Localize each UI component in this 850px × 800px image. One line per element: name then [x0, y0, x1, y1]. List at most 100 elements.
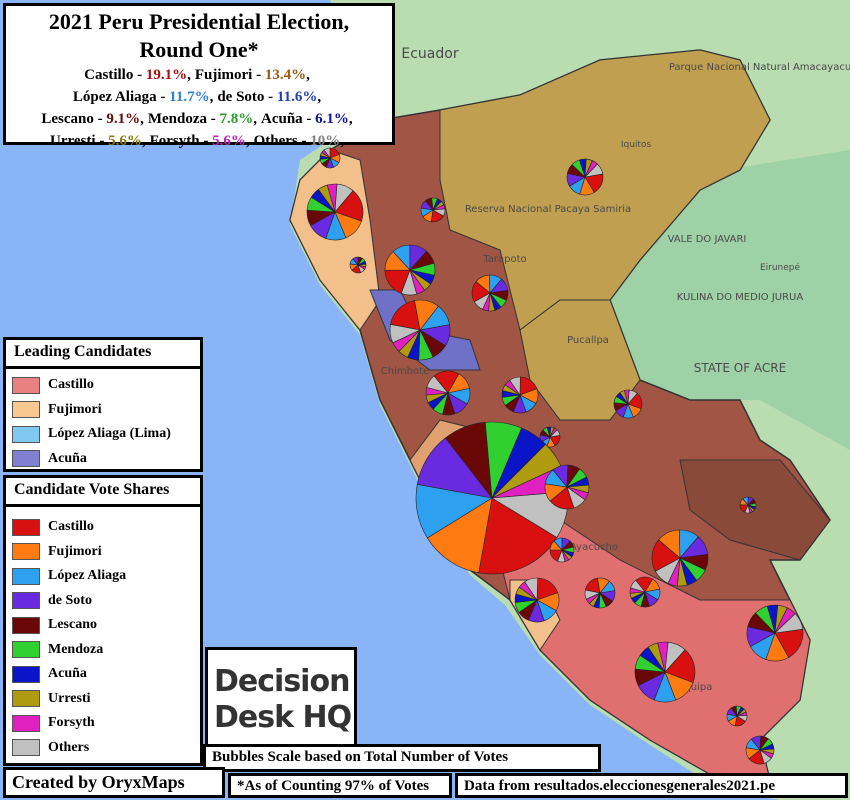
pie-bubble — [319, 147, 341, 169]
separator: , — [245, 133, 250, 149]
candidate-name: de Soto — [217, 89, 265, 105]
legend-item: Acuña — [12, 662, 194, 687]
pie-bubble — [384, 244, 436, 296]
legend-swatch — [12, 450, 40, 468]
pie-slice — [549, 429, 561, 438]
pie-slice — [664, 641, 686, 673]
legend-swatch — [12, 616, 40, 634]
separator: - — [302, 111, 316, 127]
pie-slice — [759, 749, 772, 764]
pie-bubble — [651, 529, 709, 587]
map-label: Reserva Nacional Pacaya Samiria — [465, 204, 631, 215]
pie-slice — [774, 613, 804, 634]
legend-label: Mendoza — [48, 641, 104, 657]
candidate-name: Urresti — [50, 133, 96, 149]
legend-swatch — [12, 665, 40, 683]
map-label: Tarapoto — [482, 254, 526, 265]
legend-item: Lescano — [12, 613, 194, 638]
candidate-name: Castillo — [84, 67, 134, 83]
legend-item: Forsyth — [12, 711, 194, 736]
region-madre-de-dios — [679, 459, 831, 561]
map-label: Ecuador — [401, 46, 458, 62]
separator: - — [252, 67, 265, 83]
pie-slice — [357, 264, 366, 273]
source: Data from resultados.eleccionesgenerales… — [455, 773, 848, 798]
pie-bubble — [726, 705, 748, 727]
bubble-note: Bubbles Scale based on Total Number of V… — [203, 744, 601, 772]
map-label: Iquitos — [621, 140, 652, 150]
separator: , — [140, 111, 144, 127]
pie-slice — [509, 376, 521, 396]
pie-slice — [334, 183, 354, 213]
legend-item: de Soto — [12, 589, 194, 614]
title-line: Round One* — [139, 37, 259, 62]
candidate-name: Forsyth — [149, 133, 200, 149]
legend-swatch — [12, 543, 40, 561]
separator: - — [93, 111, 107, 127]
separator: - — [297, 133, 311, 149]
share-legend: Castillo Fujimori López Aliaga de Soto Lesca… — [3, 504, 203, 766]
pie-slice — [566, 486, 586, 509]
region-loreto — [439, 49, 771, 331]
legend-label: López Aliaga (Lima) — [48, 426, 171, 442]
map-label: VALE DO JAVARI — [668, 234, 747, 245]
separator: , — [317, 89, 322, 105]
candidate-share: 7.8% — [219, 111, 254, 127]
legend-item: Fujimori — [12, 540, 194, 565]
logo-line: Desk HQ — [214, 700, 352, 735]
pie-slice — [584, 589, 601, 600]
pie-slice — [654, 557, 681, 584]
legend-item: Castillo — [12, 515, 194, 540]
pie-slice — [473, 292, 491, 310]
legend-item: López Aliaga (Lima) — [12, 422, 194, 447]
pie-slice — [323, 147, 331, 159]
map-label: Chimbote — [381, 366, 429, 377]
pie-slice — [736, 715, 748, 722]
separator: - — [95, 133, 109, 149]
candidate-name: Lescano — [41, 111, 94, 127]
legend-title: Leading Candidates — [14, 343, 152, 360]
logo-line: Decision — [214, 664, 350, 699]
candidate-name: Fujimori — [194, 67, 253, 83]
separator: - — [264, 89, 277, 105]
pie-bubble — [584, 577, 616, 609]
pie-slice — [744, 504, 751, 514]
candidate-share: 11.6% — [276, 89, 318, 105]
pie-bubble — [566, 158, 604, 196]
candidate-name: Mendoza — [147, 111, 207, 127]
candidate-share: 6.1% — [315, 111, 349, 127]
legend-swatch — [12, 641, 40, 659]
legend-swatch — [12, 592, 40, 610]
candidate-name: López Aliaga — [72, 89, 157, 105]
map-label: KULINA DO MEDIO JURUA — [677, 292, 804, 303]
pie-slice — [584, 163, 604, 178]
separator: - — [133, 67, 146, 83]
pie-bubble — [745, 735, 775, 765]
separator: - — [199, 133, 213, 149]
legend-item: Urresti — [12, 687, 194, 712]
legend-label: Acuña — [48, 450, 87, 466]
pie-slice — [630, 579, 646, 593]
pie-bubble — [549, 537, 575, 563]
legend-item: Others — [12, 736, 194, 761]
legend-item: López Aliaga — [12, 564, 194, 589]
separator: , — [209, 89, 214, 105]
candidate-share: 13.4% — [264, 67, 307, 83]
separator: , — [348, 111, 353, 127]
map-label: Pucallpa — [567, 335, 609, 346]
legend-label: de Soto — [48, 592, 92, 608]
pie-bubble — [514, 577, 560, 623]
results-line: Lescano - 9.1%, Mendoza - 7.8%, Acuña - 6.… — [6, 108, 392, 130]
candidate-share: 5.6% — [212, 133, 246, 149]
legend-label: Fujimori — [48, 401, 102, 417]
pie-bubble — [501, 376, 539, 414]
pie-bubble — [746, 604, 804, 662]
separator: , — [253, 111, 257, 127]
pie-slice — [432, 208, 446, 217]
candidate-name: Others — [253, 133, 298, 149]
pie-bubble — [415, 421, 569, 575]
separator: , — [340, 133, 344, 149]
legend-label: Urresti — [48, 690, 91, 706]
legend-label: Forsyth — [48, 715, 95, 731]
logo: Decision Desk HQ — [205, 647, 357, 747]
